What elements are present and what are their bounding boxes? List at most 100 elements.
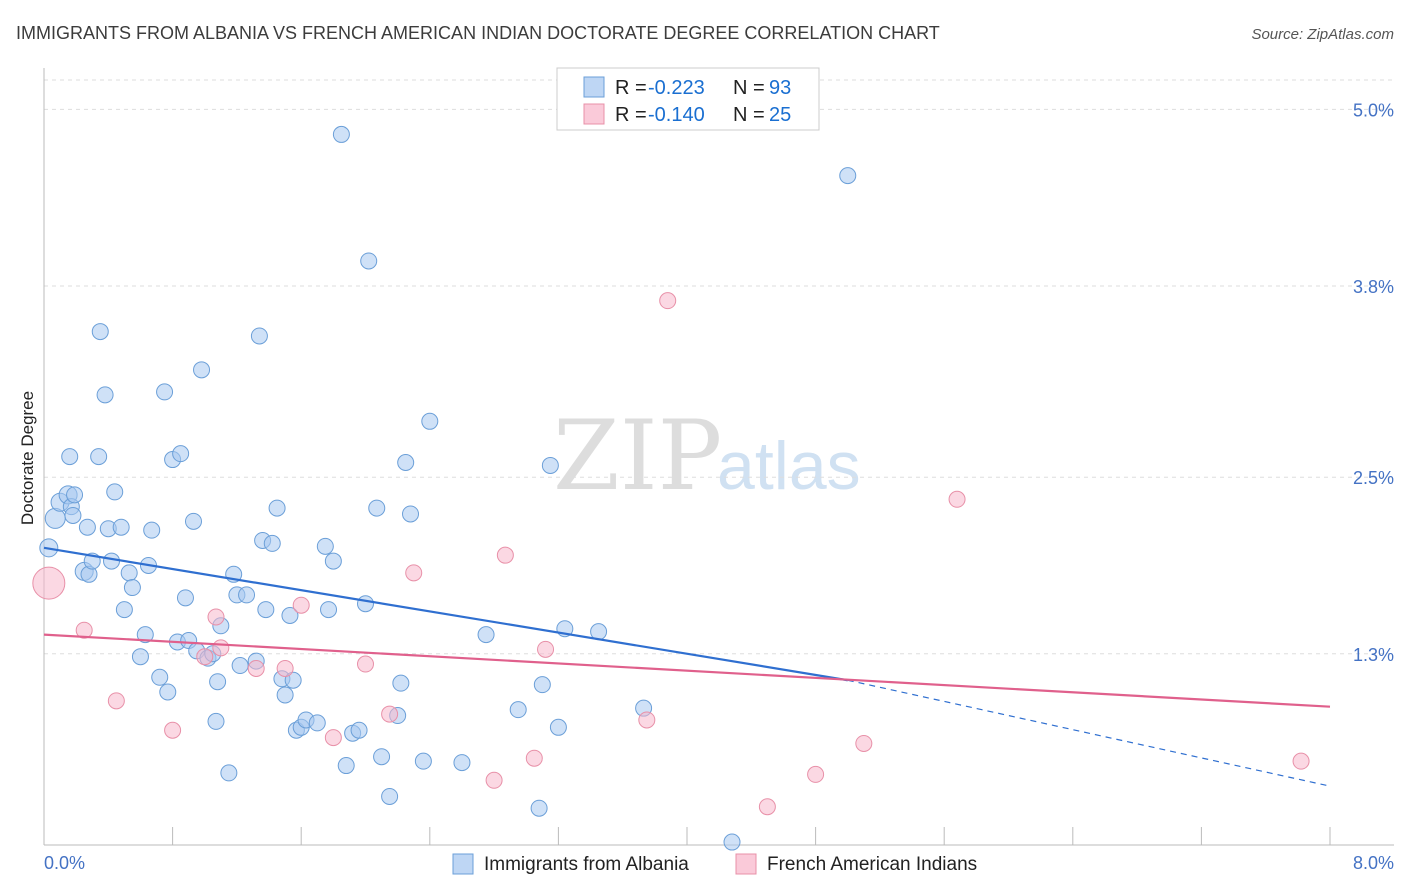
point-albania-90 [839,167,857,185]
point-albania-52 [268,499,286,517]
point-albania-89 [723,833,741,851]
point-french-9 [292,596,310,614]
point-albania-34 [184,512,202,530]
series-legend-label-albania: Immigrants from Albania [484,854,689,875]
point-french-11 [357,655,374,673]
chart-source: Source: ZipAtlas.com [1251,26,1394,43]
point-french-13 [405,564,423,582]
point-french-10 [324,729,342,747]
legend-r-value-french: -0.140 [648,104,705,126]
point-albania-19 [115,601,133,619]
point-albania-64 [332,125,350,143]
point-albania-80 [477,626,495,644]
point-albania-21 [123,579,141,597]
point-albania-36 [193,361,211,379]
point-albania-79 [453,754,471,772]
legend-n-value-french: 25 [769,104,791,126]
point-albania-31 [172,445,190,463]
point-albania-39 [207,712,225,730]
point-french-1 [75,621,93,639]
point-albania-7 [66,486,84,504]
point-albania-70 [368,499,386,517]
point-albania-62 [320,601,338,619]
series-legend: Immigrants from Albania French American … [452,853,977,875]
point-french-0 [32,566,66,600]
point-albania-84 [541,456,559,474]
point-french-21 [807,765,825,783]
y-tick-label-3: 5.0% [1353,100,1394,120]
point-french-19 [659,292,677,310]
point-albania-55 [281,607,299,624]
point-albania-69 [360,252,378,270]
trend-line-albania [43,546,848,682]
point-albania-75 [397,454,415,471]
point-albania-50 [257,601,275,619]
point-albania-4 [61,448,79,466]
point-french-6 [212,639,230,657]
legend-swatch-french-american-indians [583,103,605,125]
point-albania-78 [414,752,432,770]
point-albania-25 [143,521,161,539]
legend-n-value-albania: 93 [769,77,791,99]
point-albania-9 [78,518,96,536]
point-french-8 [276,659,294,677]
point-albania-18 [112,518,130,536]
point-french-23 [948,490,966,508]
y-tick-labels: 1.3% 2.5% 3.8% 5.0% [1353,100,1394,664]
point-albania-65 [337,757,355,775]
point-albania-61 [316,537,334,555]
legend-n-label-albania: N = [733,77,765,99]
point-french-4 [196,648,214,666]
legend-r-label-french: R = [615,104,647,126]
point-french-15 [496,546,514,564]
legend-n-label-french: N = [733,104,765,126]
point-french-17 [537,640,555,658]
scatter-points [32,125,1310,851]
point-albania-85 [549,718,567,736]
chart-title: IMMIGRANTS FROM ALBANIA VS FRENCH AMERIC… [16,23,940,43]
axes [43,68,1394,846]
point-albania-17 [106,483,124,501]
point-albania-51 [263,534,281,552]
point-albania-32 [176,589,194,607]
point-albania-74 [392,674,410,692]
legend-swatch-albania [583,76,605,98]
x-tick-label-min: 0.0% [44,853,85,873]
y-tick-label-1: 2.5% [1353,468,1394,488]
point-french-12 [381,705,399,723]
point-albania-56 [284,671,302,689]
point-albania-26 [151,668,169,686]
x-tick-label-max: 8.0% [1353,853,1394,873]
point-french-24 [1292,752,1310,770]
point-albania-16 [103,552,121,570]
point-albania-22 [131,648,149,666]
point-french-22 [855,734,873,752]
point-french-14 [485,771,503,789]
series-legend-swatch-french [735,853,757,875]
trend-line-french [43,633,1331,708]
point-albania-12 [90,448,108,466]
y-axis-label: Doctorate Degree [18,391,37,525]
watermark-atlas: atlas [717,428,861,504]
point-albania-54 [276,686,294,704]
point-albania-48 [250,327,268,345]
trend-extension-albania [847,679,1331,787]
point-albania-82 [530,799,548,817]
point-albania-76 [402,505,420,523]
point-albania-67 [350,721,368,739]
y-tick-label-2: 3.8% [1353,277,1394,297]
point-french-16 [525,749,543,767]
point-albania-42 [220,764,238,782]
point-albania-13 [91,323,109,341]
point-albania-28 [159,683,177,701]
point-albania-20 [120,564,138,582]
point-albania-46 [238,586,256,604]
legend-r-value-albania: -0.223 [648,77,705,99]
stats-legend: R = -0.223 N = 93 R = -0.140 N = 25 [556,67,820,131]
point-albania-40 [209,673,227,691]
point-albania-23 [136,626,154,644]
point-albania-72 [381,787,399,805]
point-albania-83 [533,676,551,694]
gridlines [44,79,1394,655]
point-french-18 [638,711,656,729]
